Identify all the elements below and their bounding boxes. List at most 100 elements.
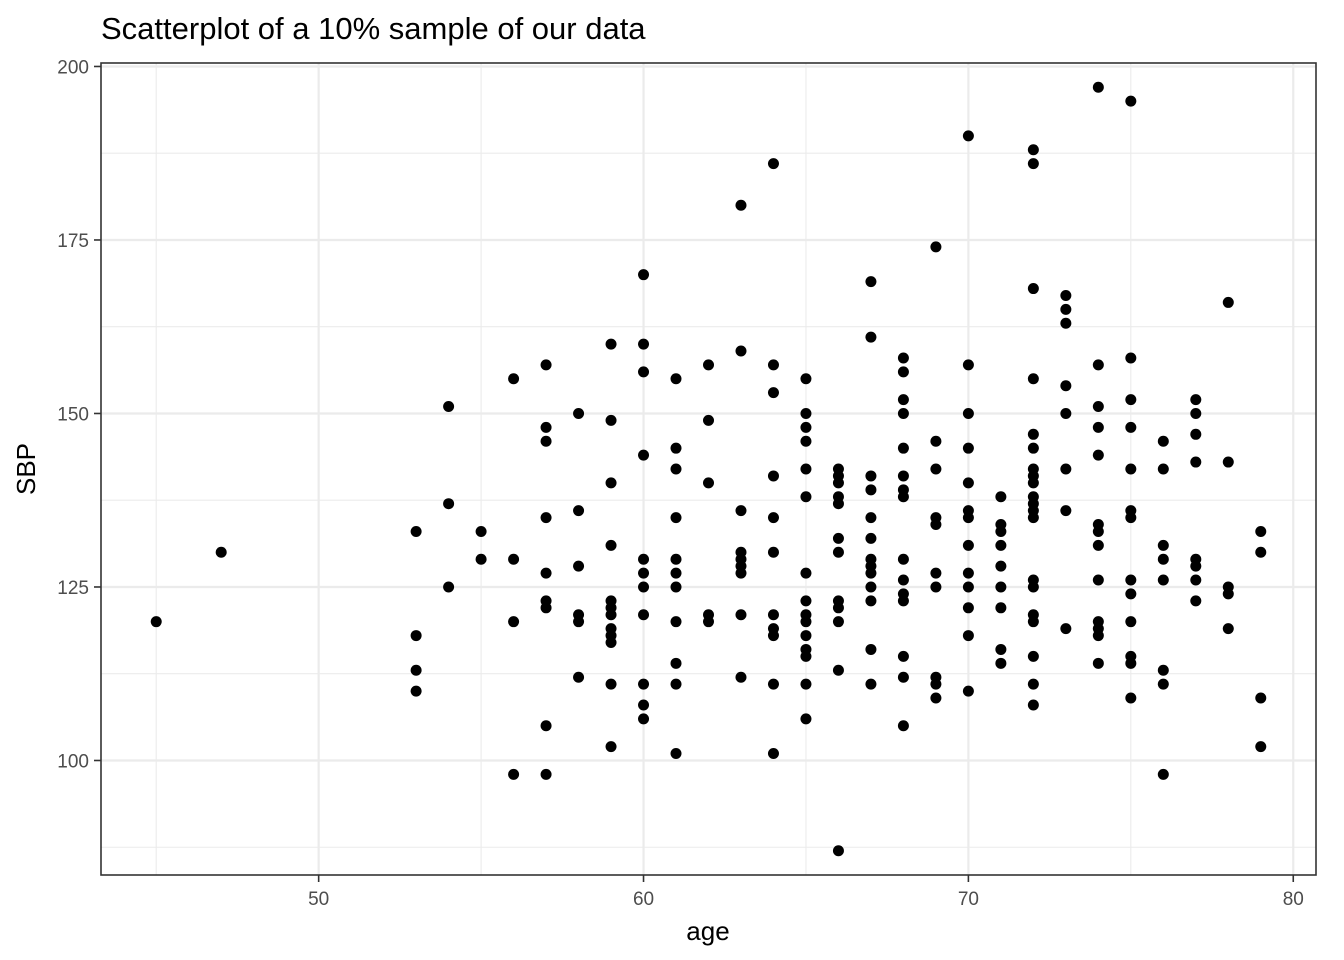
x-tick-label: 80	[1283, 889, 1304, 910]
data-point	[897, 470, 909, 482]
data-point	[800, 678, 812, 690]
data-point	[1255, 525, 1267, 537]
data-point	[508, 373, 520, 385]
data-point	[897, 720, 909, 732]
data-point	[638, 269, 650, 281]
data-point	[800, 435, 812, 447]
data-point	[540, 435, 552, 447]
data-point	[1027, 144, 1039, 156]
data-point	[1125, 574, 1137, 586]
x-tick-label: 60	[633, 889, 654, 910]
data-point	[1222, 588, 1234, 600]
data-point	[410, 630, 422, 642]
data-point	[1092, 401, 1104, 413]
data-point	[897, 491, 909, 503]
data-point	[897, 352, 909, 364]
data-point	[1157, 678, 1169, 690]
data-point	[897, 553, 909, 565]
data-point	[638, 553, 650, 565]
data-point	[832, 532, 844, 544]
data-point	[865, 678, 877, 690]
data-point	[962, 477, 974, 489]
data-point	[1060, 505, 1072, 517]
data-point	[670, 373, 682, 385]
data-point	[800, 491, 812, 503]
data-point	[1125, 616, 1137, 628]
data-point	[735, 671, 747, 683]
data-point	[995, 657, 1007, 669]
data-point	[605, 338, 617, 350]
data-point	[832, 498, 844, 510]
y-tick-label: 100	[57, 751, 89, 772]
data-point	[800, 630, 812, 642]
data-point	[735, 505, 747, 517]
x-axis-title: age	[686, 916, 729, 946]
data-point	[962, 630, 974, 642]
data-point	[1092, 421, 1104, 433]
data-point	[767, 387, 779, 399]
data-point	[962, 442, 974, 454]
data-point	[215, 546, 227, 558]
data-point	[832, 477, 844, 489]
x-tick-label: 50	[308, 889, 329, 910]
data-point	[1060, 289, 1072, 301]
data-point	[573, 671, 585, 683]
data-point	[1092, 657, 1104, 669]
data-point	[930, 435, 942, 447]
data-point	[540, 720, 552, 732]
data-point	[670, 442, 682, 454]
data-point	[767, 512, 779, 524]
data-point	[1027, 699, 1039, 711]
data-point	[767, 546, 779, 558]
data-point	[638, 699, 650, 711]
data-point	[897, 595, 909, 607]
data-point	[1190, 574, 1202, 586]
data-point	[540, 768, 552, 780]
data-point	[1027, 373, 1039, 385]
data-point	[962, 539, 974, 551]
data-point	[1222, 456, 1234, 468]
data-point	[638, 713, 650, 725]
data-point	[1027, 158, 1039, 170]
data-point	[638, 567, 650, 579]
data-point	[865, 567, 877, 579]
data-point	[1190, 394, 1202, 406]
data-point	[540, 567, 552, 579]
data-point	[540, 602, 552, 614]
data-point	[930, 678, 942, 690]
data-point	[703, 359, 714, 371]
data-point	[443, 498, 455, 510]
data-point	[865, 581, 877, 593]
data-point	[1027, 678, 1039, 690]
data-point	[605, 539, 617, 551]
data-point	[1092, 539, 1104, 551]
major-gridlines	[101, 63, 1316, 875]
data-point	[1027, 581, 1039, 593]
data-point	[605, 741, 617, 753]
data-point	[475, 553, 487, 565]
y-tick-label: 200	[57, 57, 89, 78]
data-point	[508, 616, 520, 628]
data-point	[605, 637, 617, 649]
data-point	[735, 199, 747, 211]
data-point	[670, 463, 682, 475]
data-point	[475, 525, 487, 537]
data-point	[670, 581, 682, 593]
y-tick-label: 125	[57, 578, 89, 599]
data-point	[1027, 442, 1039, 454]
data-point	[670, 678, 682, 690]
data-point	[962, 581, 974, 593]
data-point	[865, 276, 877, 288]
data-point	[443, 581, 455, 593]
data-point	[410, 525, 422, 537]
data-point	[962, 512, 974, 524]
data-point	[865, 331, 877, 343]
data-point	[735, 567, 747, 579]
data-point	[767, 158, 779, 170]
data-point	[865, 595, 877, 607]
panel-border	[100, 62, 1317, 876]
data-point	[832, 616, 844, 628]
data-point	[897, 574, 909, 586]
data-point	[1060, 623, 1072, 635]
data-point	[540, 512, 552, 524]
